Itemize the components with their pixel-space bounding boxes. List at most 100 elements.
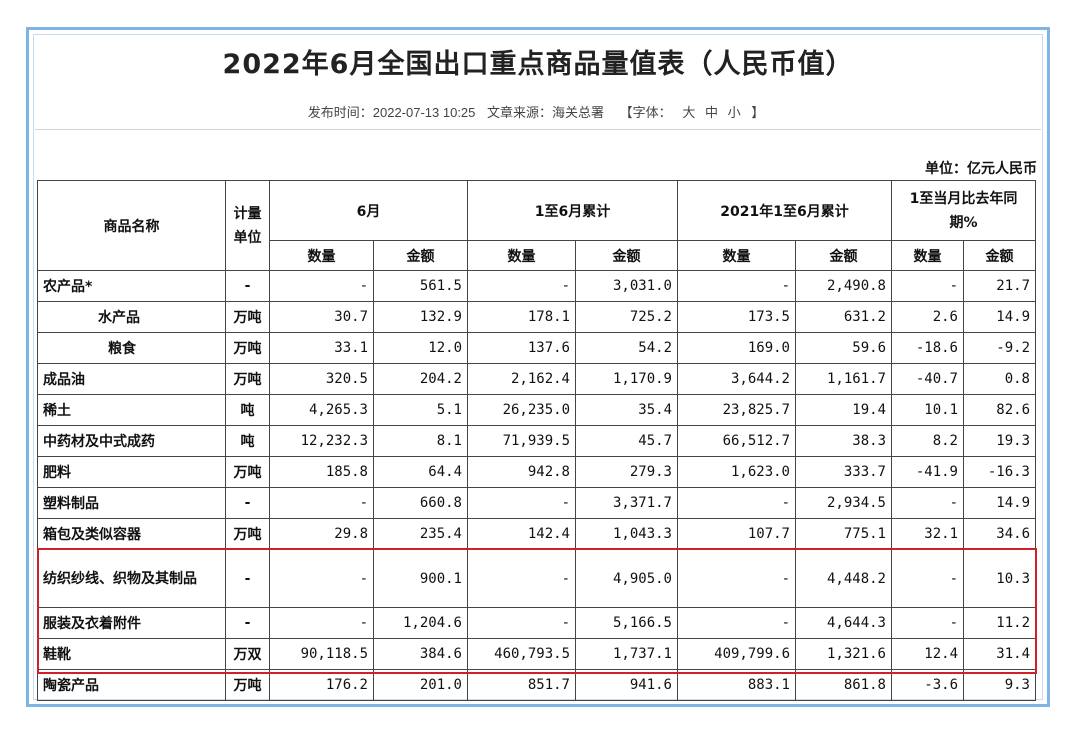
commodity-name: 稀土 xyxy=(37,394,226,426)
cell-qp: - xyxy=(891,487,964,519)
font-size-large-link[interactable]: 大 xyxy=(682,105,696,120)
cell-q21: - xyxy=(677,487,796,519)
cell-a6: 1,204.6 xyxy=(373,607,468,639)
cell-q6: 4,265.3 xyxy=(269,394,374,426)
cell-q6: 176.2 xyxy=(269,669,374,701)
header-qty: 数量 xyxy=(677,240,796,271)
header-qty: 数量 xyxy=(467,240,576,271)
cell-a6: 8.1 xyxy=(373,425,468,457)
measure-unit: - xyxy=(225,270,270,302)
measure-unit: 万吨 xyxy=(225,518,270,550)
measure-unit: 万吨 xyxy=(225,301,270,333)
cell-q21: 1,623.0 xyxy=(677,456,796,488)
cell-q21: 883.1 xyxy=(677,669,796,701)
cell-ap: 21.7 xyxy=(963,270,1036,302)
header-yoy: 1至当月比去年同期% xyxy=(891,180,1036,241)
header-qty: 数量 xyxy=(891,240,964,271)
cell-q6: - xyxy=(269,607,374,639)
cell-qp: 2.6 xyxy=(891,301,964,333)
cell-q6: 90,118.5 xyxy=(269,638,374,670)
cell-ap: 82.6 xyxy=(963,394,1036,426)
font-size-label: 【字体： xyxy=(619,105,672,120)
cell-ap: 9.3 xyxy=(963,669,1036,701)
commodity-name: 中药材及中式成药 xyxy=(37,425,226,457)
cell-ap: 14.9 xyxy=(963,301,1036,333)
cell-a6: 201.0 xyxy=(373,669,468,701)
table-row: 成品油 万吨 320.5 204.2 2,162.4 1,170.9 3,644.2 1,16… xyxy=(37,363,1036,395)
cell-a21: 4,644.3 xyxy=(795,607,892,639)
cell-qp: 32.1 xyxy=(891,518,964,550)
cell-a6: 900.1 xyxy=(373,549,468,608)
cell-ap: -9.2 xyxy=(963,332,1036,364)
page-title: 2022年6月全国出口重点商品量值表（人民币值） xyxy=(222,49,854,80)
cell-a21: 861.8 xyxy=(795,669,892,701)
cell-ay: 279.3 xyxy=(575,456,678,488)
cell-ay: 1,170.9 xyxy=(575,363,678,395)
cell-ap: 10.3 xyxy=(963,549,1036,608)
cell-q21: - xyxy=(677,549,796,608)
cell-ap: 11.2 xyxy=(963,607,1036,639)
cell-q21: 409,799.6 xyxy=(677,638,796,670)
cell-ay: 3,031.0 xyxy=(575,270,678,302)
cell-qy: 178.1 xyxy=(467,301,576,333)
font-size-close: 】 xyxy=(751,105,765,120)
cell-qy: 142.4 xyxy=(467,518,576,550)
cell-a6: 384.6 xyxy=(373,638,468,670)
cell-qy: 460,793.5 xyxy=(467,638,576,670)
cell-a21: 631.2 xyxy=(795,301,892,333)
cell-ap: 0.8 xyxy=(963,363,1036,395)
cell-a6: 12.0 xyxy=(373,332,468,364)
cell-qp: - xyxy=(891,270,964,302)
cell-q6: - xyxy=(269,487,374,519)
cell-a21: 775.1 xyxy=(795,518,892,550)
cell-a21: 1,321.6 xyxy=(795,638,892,670)
cell-qp: -40.7 xyxy=(891,363,964,395)
header-unit: 计量单位 xyxy=(225,180,270,271)
cell-qy: 2,162.4 xyxy=(467,363,576,395)
cell-qp: 10.1 xyxy=(891,394,964,426)
cell-qy: 71,939.5 xyxy=(467,425,576,457)
cell-a6: 132.9 xyxy=(373,301,468,333)
header-amt: 金额 xyxy=(795,240,892,271)
commodity-name: 农产品* xyxy=(37,270,226,302)
commodity-name: 肥料 xyxy=(37,456,226,488)
cell-ay: 5,166.5 xyxy=(575,607,678,639)
cell-qy: - xyxy=(467,549,576,608)
commodity-name: 鞋靴 xyxy=(37,638,226,670)
table-row: 陶瓷产品 万吨 176.2 201.0 851.7 941.6 883.1 861.8 -3.6… xyxy=(37,669,1036,701)
cell-q6: 320.5 xyxy=(269,363,374,395)
table-row: 箱包及类似容器 万吨 29.8 235.4 142.4 1,043.3 107.7 775.1… xyxy=(37,518,1036,550)
cell-q21: 3,644.2 xyxy=(677,363,796,395)
cell-a21: 19.4 xyxy=(795,394,892,426)
cell-qy: 26,235.0 xyxy=(467,394,576,426)
cell-a21: 2,490.8 xyxy=(795,270,892,302)
cell-qp: - xyxy=(891,607,964,639)
cell-ay: 3,371.7 xyxy=(575,487,678,519)
cell-q6: 29.8 xyxy=(269,518,374,550)
commodity-name: 塑料制品 xyxy=(37,487,226,519)
header-ytd-2021: 2021年1至6月累计 xyxy=(677,180,892,241)
font-size-medium-link[interactable]: 中 xyxy=(704,105,718,120)
cell-qy: 137.6 xyxy=(467,332,576,364)
header-name: 商品名称 xyxy=(37,180,226,271)
cell-a6: 235.4 xyxy=(373,518,468,550)
cell-ay: 725.2 xyxy=(575,301,678,333)
cell-ay: 4,905.0 xyxy=(575,549,678,608)
cell-q6: - xyxy=(269,549,374,608)
cell-q21: - xyxy=(677,270,796,302)
header-june: 6月 xyxy=(269,180,468,241)
article-frame: 2022年6月全国出口重点商品量值表（人民币值） 发布时间：2022-07-13… xyxy=(26,27,1050,707)
measure-unit: 万吨 xyxy=(225,456,270,488)
measure-unit: - xyxy=(225,487,270,519)
cell-a6: 5.1 xyxy=(373,394,468,426)
cell-ap: -16.3 xyxy=(963,456,1036,488)
font-size-control: 【字体： 大 中 小 】 xyxy=(616,105,769,120)
divider xyxy=(35,129,1041,130)
cell-q21: - xyxy=(677,607,796,639)
cell-ap: 19.3 xyxy=(963,425,1036,457)
table-row: 纺织纱线、织物及其制品 - -900.1-4,905.0-4,448.2-10.3 xyxy=(37,549,1036,608)
table-row: 塑料制品 - -660.8-3,371.7-2,934.5-14.9 xyxy=(37,487,1036,519)
font-size-small-link[interactable]: 小 xyxy=(727,105,741,120)
measure-unit: 吨 xyxy=(225,425,270,457)
cell-a6: 660.8 xyxy=(373,487,468,519)
